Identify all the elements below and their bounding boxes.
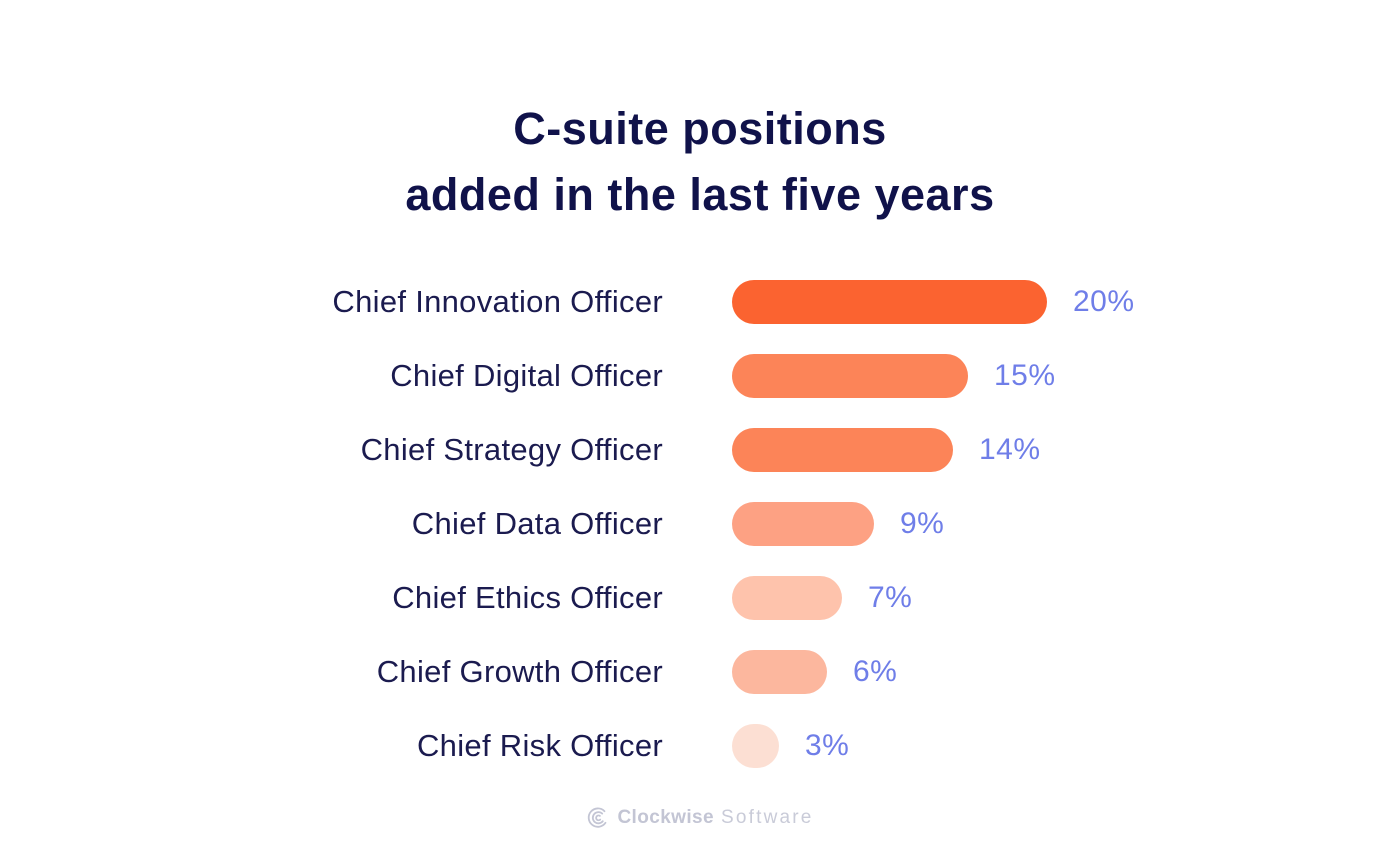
bar [732,280,1047,324]
value-label: 14% [979,433,1041,466]
value-label: 6% [853,655,898,688]
bar [732,724,779,768]
value-label: 20% [1073,285,1135,318]
chart-title: C-suite positions added in the last five… [0,96,1400,228]
brand-watermark: Clockwise Software [0,806,1400,830]
category-label: Chief Innovation Officer [332,284,663,319]
category-label: Chief Risk Officer [417,728,663,763]
chart-title-line2: added in the last five years [405,169,995,220]
bar [732,502,874,546]
chart-row: Chief Ethics Officer 7% [0,561,1400,635]
chart-title-line1: C-suite positions [513,103,887,154]
bar [732,428,953,472]
chart-row: Chief Digital Officer 15% [0,339,1400,413]
category-label: Chief Strategy Officer [360,432,663,467]
bar [732,650,827,694]
brand-name-bold: Clockwise [617,807,714,828]
bar [732,576,842,620]
category-label: Chief Ethics Officer [392,580,663,615]
chart-rows: Chief Innovation Officer 20% Chief Digital… [0,265,1400,783]
value-label: 9% [900,507,945,540]
category-label: Chief Digital Officer [390,358,663,393]
value-label: 7% [868,581,913,614]
chart-row: Chief Data Officer 9% [0,487,1400,561]
clockwise-arcs-icon [586,806,610,830]
value-label: 3% [805,729,850,762]
chart-row: Chief Innovation Officer 20% [0,265,1400,339]
chart-row: Chief Growth Officer 6% [0,635,1400,709]
chart-row: Chief Strategy Officer 14% [0,413,1400,487]
category-label: Chief Data Officer [411,506,663,541]
category-label: Chief Growth Officer [376,654,663,689]
chart-row: Chief Risk Officer 3% [0,709,1400,783]
brand-name-light: Software [720,807,814,828]
value-label: 15% [994,359,1056,392]
bar [732,354,968,398]
